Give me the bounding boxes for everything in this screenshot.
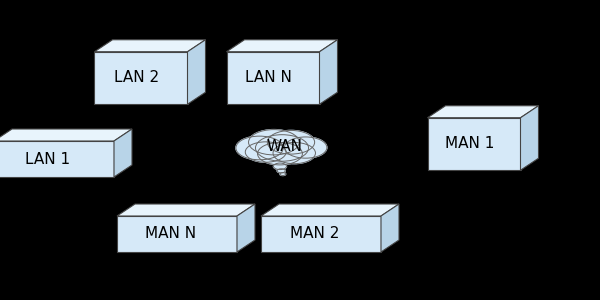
Text: LAN 2: LAN 2 — [114, 70, 159, 86]
Polygon shape — [320, 40, 337, 104]
Polygon shape — [521, 106, 539, 170]
Circle shape — [274, 163, 286, 170]
Polygon shape — [227, 40, 337, 52]
Polygon shape — [94, 40, 206, 52]
Circle shape — [268, 130, 314, 154]
Polygon shape — [117, 216, 237, 252]
Polygon shape — [94, 52, 187, 104]
Circle shape — [245, 142, 286, 162]
Polygon shape — [187, 40, 206, 104]
Polygon shape — [261, 216, 381, 252]
Text: MAN N: MAN N — [145, 226, 197, 242]
Circle shape — [257, 142, 302, 165]
Circle shape — [256, 135, 308, 161]
Polygon shape — [381, 204, 399, 252]
Text: LAN N: LAN N — [245, 70, 292, 86]
Circle shape — [277, 169, 285, 173]
Polygon shape — [117, 204, 255, 216]
Circle shape — [273, 142, 316, 164]
Text: MAN 2: MAN 2 — [290, 226, 340, 242]
Circle shape — [236, 136, 283, 160]
Text: LAN 1: LAN 1 — [25, 152, 71, 166]
Text: MAN 1: MAN 1 — [445, 136, 494, 152]
Polygon shape — [227, 52, 320, 104]
Polygon shape — [0, 141, 114, 177]
Polygon shape — [237, 204, 255, 252]
Circle shape — [248, 130, 299, 155]
Text: WAN: WAN — [266, 140, 302, 154]
Circle shape — [280, 172, 286, 176]
Polygon shape — [114, 129, 132, 177]
Polygon shape — [0, 129, 132, 141]
Polygon shape — [427, 106, 539, 118]
Polygon shape — [427, 118, 521, 170]
Circle shape — [284, 137, 327, 158]
Polygon shape — [261, 204, 399, 216]
